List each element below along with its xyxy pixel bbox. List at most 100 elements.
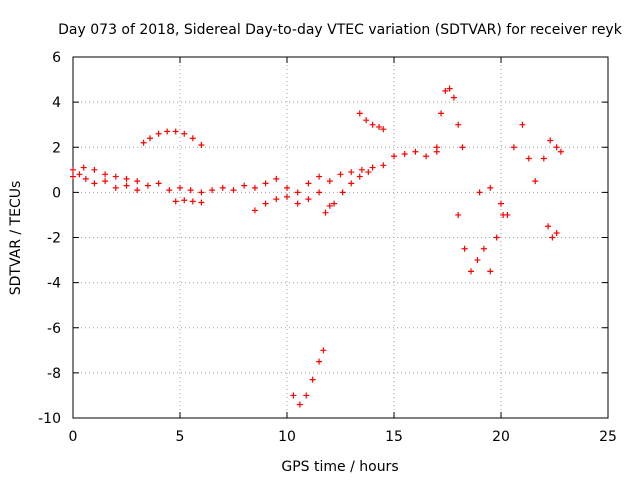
data-point: [316, 173, 323, 180]
data-point: [181, 130, 188, 137]
series-negative-track: [290, 347, 327, 408]
data-point: [322, 209, 329, 216]
data-point: [294, 189, 301, 196]
data-point: [369, 164, 376, 171]
data-point: [423, 153, 430, 160]
data-point: [540, 155, 547, 162]
data-point: [320, 347, 327, 354]
data-point: [296, 401, 303, 408]
data-point: [70, 173, 76, 180]
series-arc: [140, 128, 205, 148]
data-point: [91, 180, 98, 187]
x-tick-label: 20: [492, 429, 510, 445]
data-point: [498, 200, 504, 207]
series-low-band: [172, 197, 205, 206]
data-point: [363, 117, 370, 124]
x-tick-label: 5: [176, 429, 185, 445]
data-point: [134, 178, 141, 185]
data-point: [284, 193, 290, 200]
data-point: [262, 200, 269, 207]
data-point: [545, 223, 552, 230]
y-tick-label: 6: [52, 50, 61, 66]
y-tick-label: 2: [52, 140, 61, 156]
data-point: [487, 184, 494, 191]
data-point: [369, 121, 376, 128]
x-axis-label: GPS time / hours: [281, 459, 398, 475]
data-point: [290, 392, 297, 399]
data-marks: [70, 85, 564, 408]
data-point: [433, 144, 440, 151]
data-point: [123, 175, 130, 182]
data-point: [510, 144, 517, 151]
data-point: [461, 245, 468, 252]
data-point: [241, 182, 248, 189]
data-point: [189, 135, 196, 142]
data-point: [438, 110, 445, 117]
data-point: [80, 164, 87, 171]
chart-title: Day 073 of 2018, Sidereal Day-to-day VTE…: [58, 22, 623, 38]
data-point: [102, 171, 109, 178]
data-point: [112, 184, 119, 191]
data-point: [309, 376, 316, 383]
data-point: [273, 175, 280, 182]
data-point: [358, 166, 365, 173]
data-point: [380, 126, 387, 133]
data-point: [557, 148, 564, 155]
data-point: [112, 173, 119, 180]
data-point: [102, 178, 109, 185]
data-point: [305, 180, 312, 187]
y-tick-label: 4: [52, 95, 61, 111]
data-point: [251, 184, 258, 191]
data-point: [164, 128, 171, 135]
data-point: [331, 200, 338, 207]
data-point: [155, 180, 162, 187]
data-point: [412, 148, 419, 155]
data-point: [316, 358, 323, 365]
data-point: [209, 187, 216, 194]
data-point: [262, 180, 269, 187]
x-tick-label: 25: [599, 429, 617, 445]
y-tick-label: -10: [38, 411, 61, 427]
data-point: [376, 123, 383, 130]
data-point: [337, 171, 344, 178]
data-point: [391, 153, 397, 160]
data-point: [303, 392, 310, 399]
data-point: [442, 87, 449, 94]
data-point: [356, 110, 363, 117]
data-point: [547, 137, 554, 144]
series-upper-band: [70, 164, 141, 185]
data-point: [487, 268, 494, 275]
data-point: [147, 135, 154, 142]
data-point: [450, 94, 457, 101]
grid-lines: [73, 57, 608, 418]
data-point: [123, 182, 130, 189]
data-point: [273, 196, 280, 203]
data-point: [189, 198, 196, 205]
series-late-dip: [545, 223, 560, 241]
data-point: [348, 169, 355, 176]
y-axis-label: SDTVAR / TECUs: [8, 181, 24, 296]
data-point: [134, 187, 141, 194]
y-tick-label: -8: [47, 366, 61, 382]
series-rise-segment: [322, 169, 372, 216]
data-point: [76, 171, 83, 178]
data-point: [198, 141, 205, 148]
data-point: [187, 187, 194, 194]
series-main: [70, 148, 440, 196]
data-point: [198, 199, 205, 206]
data-point: [553, 229, 560, 236]
data-point: [251, 207, 258, 214]
data-point: [177, 184, 183, 191]
data-point: [198, 189, 205, 196]
data-point: [326, 178, 333, 185]
data-point: [504, 211, 511, 218]
series-late-scatter: [476, 121, 564, 218]
data-point: [172, 198, 179, 205]
data-point: [91, 166, 98, 173]
data-point: [305, 196, 312, 203]
data-point: [532, 178, 539, 185]
data-point: [476, 189, 483, 196]
data-point: [166, 187, 173, 194]
